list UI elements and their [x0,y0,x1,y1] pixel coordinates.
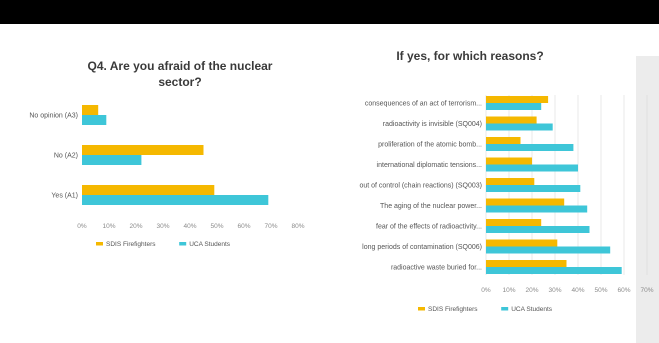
x-tick-label: 0% [77,223,87,230]
bar-sdis [486,219,542,226]
x-tick-label: 30% [548,287,561,294]
x-tick-label: 40% [571,287,584,294]
category-label: No (A2) [54,153,78,160]
legend-swatch-sdis [418,307,425,311]
bar-sdis [486,198,565,206]
bar-sdis [82,105,99,115]
category-label: Yes (A1) [51,193,78,200]
x-tick-label: 50% [210,223,223,230]
category-label: fear of the effects of radioactivity... [376,224,482,231]
x-tick-label: 10% [502,287,515,294]
x-tick-label: 60% [237,223,250,230]
bar-uca [82,115,107,125]
category-label: radioactive waste buried for... [391,265,482,272]
x-tick-label: 80% [291,223,304,230]
chart-afraid-of-nuclear: Q4. Are you afraid of the nuclear sector?… [29,59,304,248]
legend-label: UCA Students [511,306,553,313]
chart-title: Q4. Are you afraid of the nuclear [88,59,273,73]
slide [0,24,659,343]
bar-sdis [486,260,567,267]
category-label: long periods of contamination (SQ006) [362,244,482,251]
legend-label: SDIS Firefighters [106,241,156,248]
bar-uca [486,144,574,151]
x-tick-label: 20% [525,287,538,294]
bar-sdis [486,137,521,144]
bar-sdis [486,239,558,247]
legend-swatch-sdis [96,242,103,246]
x-tick-label: 30% [156,223,169,230]
bar-uca [486,205,588,213]
category-label: international diplomatic tensions... [377,162,483,169]
x-tick-label: 70% [640,287,653,294]
chart-reasons: If yes, for which reasons? consequences o… [359,49,653,313]
bar-sdis [82,145,204,155]
bar-uca [486,267,622,274]
category-label: consequences of an act of terrorism... [365,101,482,108]
x-tick-label: 60% [617,287,630,294]
category-label: out of control (chain reactions) (SQ003) [359,183,482,190]
x-tick-label: 0% [481,287,491,294]
legend-swatch-uca [501,307,509,311]
bar-sdis [82,185,215,195]
chart-title: If yes, for which reasons? [396,49,543,63]
category-label: The aging of the nuclear power... [380,203,482,210]
bar-uca [486,164,578,172]
legend-swatch-uca [179,242,187,246]
bar-sdis [486,96,549,103]
side-panel [636,56,659,343]
category-label: No opinion (A3) [29,113,78,120]
bar-sdis [486,157,532,165]
bar-uca [486,246,611,254]
bar-uca [82,195,269,205]
category-label: radioactivity is invisible (SQ004) [383,121,482,128]
x-tick-label: 10% [102,223,115,230]
category-label: proliferation of the atomic bomb... [378,142,482,149]
legend-label: SDIS Firefighters [428,306,478,313]
chart-title: sector? [158,75,201,89]
bar-sdis [486,116,537,124]
x-tick-label: 50% [594,287,607,294]
bar-uca [486,103,542,110]
x-tick-label: 20% [129,223,142,230]
x-tick-label: 40% [183,223,196,230]
bar-uca [486,185,581,192]
bar-uca [486,123,553,131]
bar-uca [486,226,590,233]
bar-uca [82,155,142,165]
legend-label: UCA Students [189,241,231,248]
bar-sdis [486,178,535,185]
x-tick-label: 70% [264,223,277,230]
